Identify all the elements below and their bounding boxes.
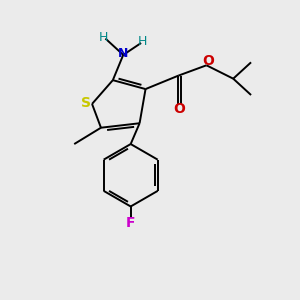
- Text: O: O: [173, 102, 185, 116]
- Text: F: F: [126, 216, 135, 230]
- Text: H: H: [99, 31, 109, 44]
- Text: N: N: [118, 47, 128, 60]
- Text: H: H: [138, 35, 147, 48]
- Text: S: S: [80, 96, 91, 110]
- Text: O: O: [202, 54, 214, 68]
